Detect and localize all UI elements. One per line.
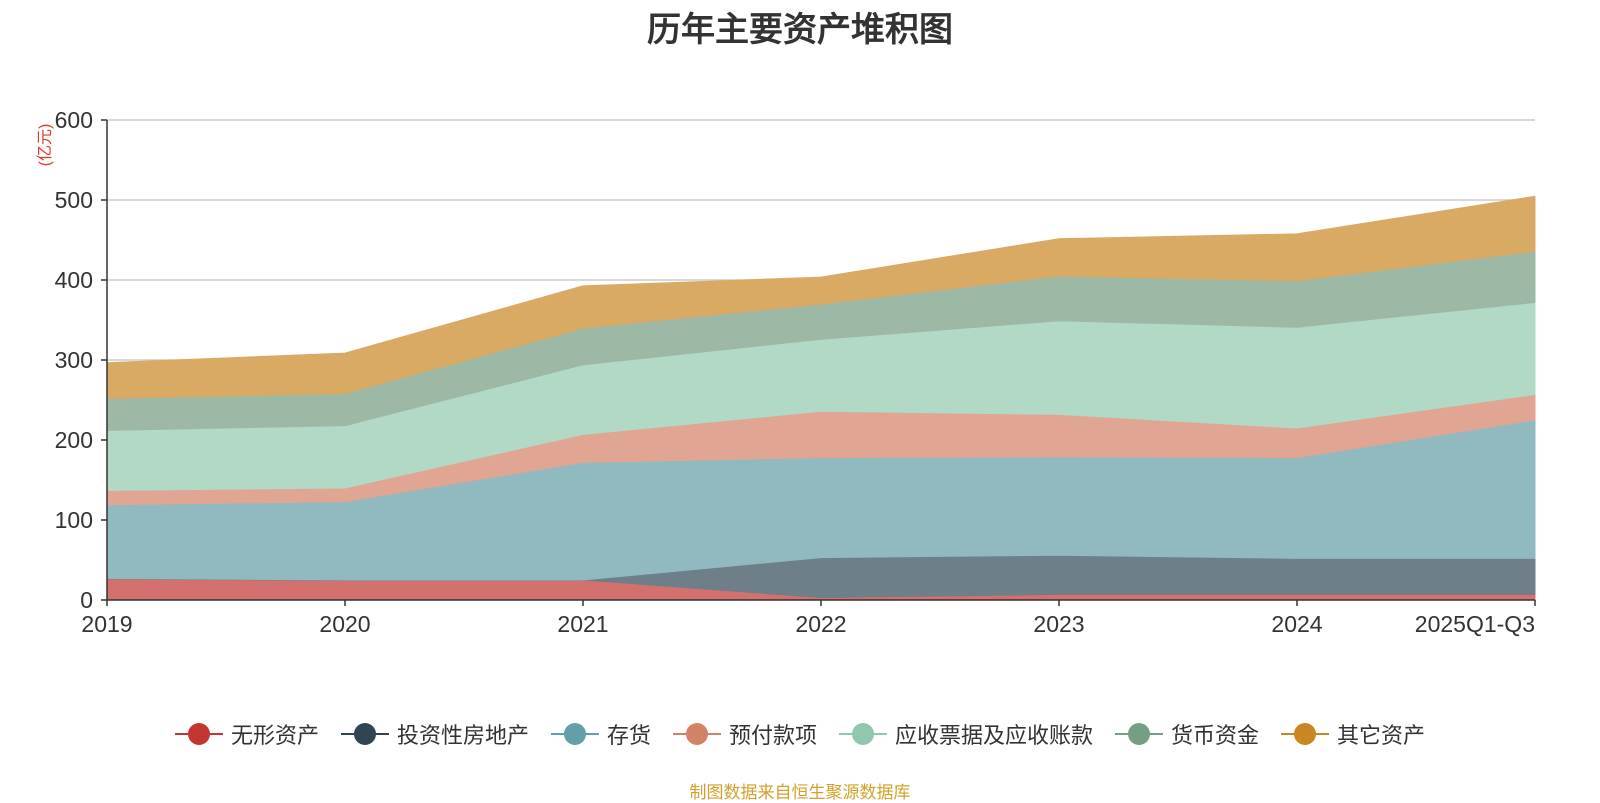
x-tick-label: 2022 [795,611,846,637]
y-tick-label: 200 [55,427,93,453]
legend-marker-icon [839,722,887,746]
legend-label: 应收票据及应收账款 [895,724,1094,749]
y-axis-unit-label: (亿元) [36,124,54,167]
legend-marker-icon [550,722,599,746]
legend-dot [1294,723,1317,745]
y-tick-label: 600 [55,107,93,133]
legend-item-3[interactable]: 存货 [550,718,651,750]
area-series [106,195,1536,601]
x-tick-label: 2025Q1-Q3 [1415,611,1535,637]
x-tick-label: 2021 [557,611,608,637]
legend-marker-icon [174,722,223,746]
legend-label: 预付款项 [728,724,817,749]
y-tick-label: 500 [55,187,93,213]
legend-dot [563,723,586,745]
legend-item-5[interactable]: 应收票据及应收账款 [839,718,1093,750]
axes: 0 100 200 300 400 500 600 2019 2020 2021 2022 2023 2… [55,107,1536,637]
legend-marker-icon [1281,722,1330,746]
legend-label: 其它资产 [1337,724,1426,749]
legend-label: 投资性房地产 [396,724,529,749]
x-tick-label: 2024 [1271,611,1322,637]
x-tick-label: 2020 [319,611,370,637]
legend-item-6[interactable]: 货币资金 [1115,718,1259,750]
y-tick-label: 0 [80,587,93,613]
y-tick-label: 400 [55,267,93,293]
legend-dot [353,723,376,745]
legend-label: 货币资金 [1171,724,1260,749]
legend-label: 存货 [606,724,651,749]
legend-marker-icon [672,722,721,746]
legend-dot [852,723,874,745]
legend-item-1[interactable]: 无形资产 [174,718,319,750]
legend-item-2[interactable]: 投资性房地产 [340,718,529,750]
x-tick-label: 2023 [1033,611,1084,637]
legend-item-4[interactable]: 预付款项 [672,718,817,750]
legend-item-7[interactable]: 其它资产 [1281,718,1425,750]
chart-title: 历年主要资产堆积图 [647,10,953,50]
legend-dot [187,723,210,745]
legend-label: 无形资产 [230,724,319,749]
legend-dot [685,723,708,745]
legend-marker-icon [340,722,389,746]
legend-dot [1128,723,1151,745]
area-series-7-edge [106,195,1536,365]
y-tick-label: 100 [55,507,93,533]
source-note: 制图数据来自恒生聚源数据库 [689,783,911,803]
x-tick-label: 2019 [81,611,132,637]
legend-marker-icon [1115,722,1164,746]
stacked-area-chart: 0 100 200 300 400 500 600 2019 2020 2021 2022 2023 2… [36,107,1536,637]
y-tick-label: 300 [55,347,93,373]
legend: 无形资产 投资性房地产 存货 预付款项 应收票据及应收账款 货币资金 其它资产 [0,716,1600,752]
